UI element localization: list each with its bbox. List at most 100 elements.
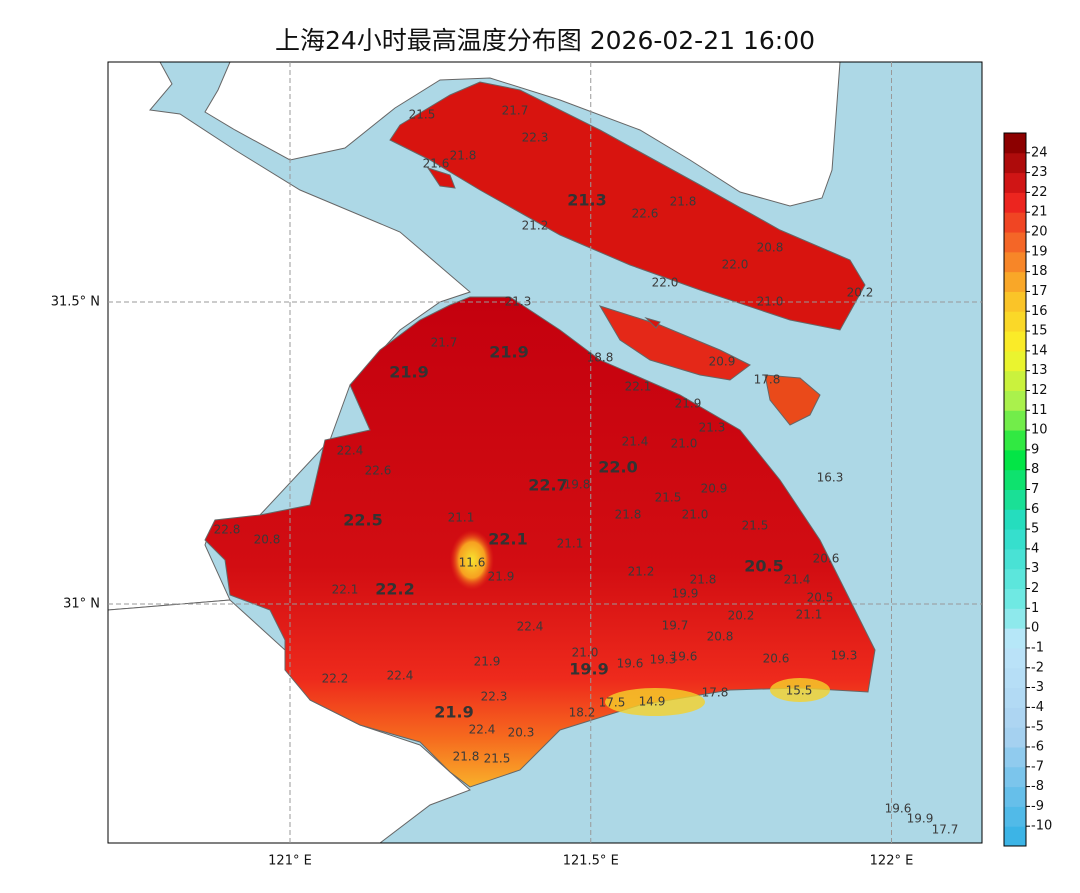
- station-value: 17.8: [754, 373, 781, 387]
- station-value: 21.1: [448, 511, 475, 525]
- station-value: 21.8: [615, 508, 642, 522]
- colorbar-segment: [1004, 232, 1026, 253]
- colorbar-segment: [1004, 390, 1026, 411]
- colorbar-label: -8: [1031, 779, 1044, 794]
- station-value: 22.4: [517, 620, 544, 634]
- colorbar-label: 0: [1031, 621, 1039, 636]
- colorbar-label: -5: [1031, 720, 1044, 735]
- station-value: 21.3: [699, 421, 726, 435]
- land-layer: [108, 62, 876, 843]
- station-value: 21.8: [690, 573, 717, 587]
- colorbar-label: 2: [1031, 581, 1039, 596]
- colorbar-label: 19: [1031, 244, 1048, 259]
- station-value: 22.4: [387, 669, 414, 683]
- station-value: 19.9: [672, 587, 699, 601]
- station-value: 21.1: [796, 608, 823, 622]
- station-value: 14.9: [639, 695, 666, 709]
- station-value: 20.8: [707, 630, 734, 644]
- warm-spot: [450, 530, 494, 590]
- colorbar-label: 22: [1031, 185, 1048, 200]
- station-value: 22.3: [522, 131, 549, 145]
- colorbar-segment: [1004, 647, 1026, 669]
- warm-band: [770, 678, 830, 702]
- colorbar-segment: [1004, 430, 1026, 451]
- colorbar-segment: [1004, 766, 1026, 788]
- colorbar-segment: [1004, 727, 1026, 748]
- station-value: 21.0: [572, 646, 599, 660]
- land-north: [204, 62, 841, 207]
- station-value: 20.3: [508, 726, 535, 740]
- lat-tick-label: 31° N: [63, 597, 100, 612]
- station-value: 21.9: [474, 655, 501, 669]
- land-south: [108, 599, 471, 843]
- station-value: 19.7: [662, 619, 689, 633]
- colorbar-label: -7: [1031, 759, 1044, 774]
- station-value: 22.3: [481, 690, 508, 704]
- station-value: 19.3: [650, 653, 677, 667]
- station-value: 21.3: [505, 295, 532, 309]
- colorbar-label: -4: [1031, 700, 1044, 715]
- colorbar-segment: [1004, 826, 1026, 847]
- station-value: 15.5: [786, 684, 813, 698]
- station-value: 22.5: [343, 511, 382, 530]
- colorbar-segment: [1004, 370, 1026, 391]
- colorbar-segment: [1004, 192, 1026, 213]
- colorbar-label: -3: [1031, 680, 1044, 695]
- station-value: 21.7: [431, 336, 458, 350]
- colorbar-segment: [1004, 568, 1026, 590]
- station-value: 19.3: [831, 649, 858, 663]
- station-value: 22.4: [337, 444, 364, 458]
- colorbar-segment: [1004, 251, 1026, 273]
- station-value: 20.8: [757, 241, 784, 255]
- colorbar-label: 4: [1031, 541, 1039, 556]
- station-value: 19.8: [564, 478, 591, 492]
- lon-tick-label: 121° E: [268, 854, 312, 869]
- station-value: 17.5: [599, 696, 626, 710]
- colorbar-segment: [1004, 291, 1026, 312]
- map-title: 上海24小时最高温度分布图 2026-02-21 16:00: [275, 26, 815, 55]
- station-value: 20.5: [744, 557, 783, 576]
- colorbar-label: -6: [1031, 739, 1044, 754]
- small-island: [426, 167, 456, 189]
- colorbar-segment: [1004, 172, 1026, 193]
- colorbar-segment: [1004, 509, 1026, 530]
- colorbar-segment: [1004, 449, 1026, 471]
- colorbar-label: 20: [1031, 225, 1048, 240]
- station-value: 22.0: [598, 458, 637, 477]
- station-value: 21.7: [502, 104, 529, 118]
- colorbar-segment: [1004, 548, 1026, 570]
- colorbar-segment: [1004, 469, 1026, 490]
- small-island: [644, 316, 661, 329]
- station-value: 20.2: [728, 609, 755, 623]
- station-value: 21.3: [567, 191, 606, 210]
- colorbar-label: 1: [1031, 601, 1039, 616]
- station-value: 21.5: [655, 491, 682, 505]
- station-value: 20.9: [701, 482, 728, 496]
- colorbar-segment: [1004, 746, 1026, 768]
- station-value: 19.6: [617, 657, 644, 671]
- station-value: 22.6: [365, 464, 392, 478]
- station-value: 21.5: [742, 519, 769, 533]
- warm-band: [605, 688, 705, 716]
- station-value: 21.4: [784, 573, 811, 587]
- station-value: 22.0: [652, 276, 679, 290]
- colorbar-segment: [1004, 311, 1026, 332]
- station-value: 21.0: [671, 437, 698, 451]
- station-value: 22.1: [332, 583, 359, 597]
- colorbar-label: 10: [1031, 423, 1048, 438]
- station-value: 20.8: [254, 533, 281, 547]
- colorbar-segment: [1004, 350, 1026, 372]
- colorbar-label: 18: [1031, 264, 1048, 279]
- colorbar-segment: [1004, 806, 1026, 827]
- colorbar-segment: [1004, 410, 1026, 431]
- station-value: 21.6: [423, 157, 450, 171]
- station-value: 17.8: [702, 686, 729, 700]
- colorbar-label: 15: [1031, 324, 1048, 339]
- colorbar-label: 16: [1031, 304, 1048, 319]
- colorbar-segment: [1004, 628, 1026, 649]
- colorbar-label: 8: [1031, 462, 1039, 477]
- colorbar-segment: [1004, 588, 1026, 609]
- station-value: 21.8: [450, 149, 477, 163]
- colorbar-segment: [1004, 489, 1026, 510]
